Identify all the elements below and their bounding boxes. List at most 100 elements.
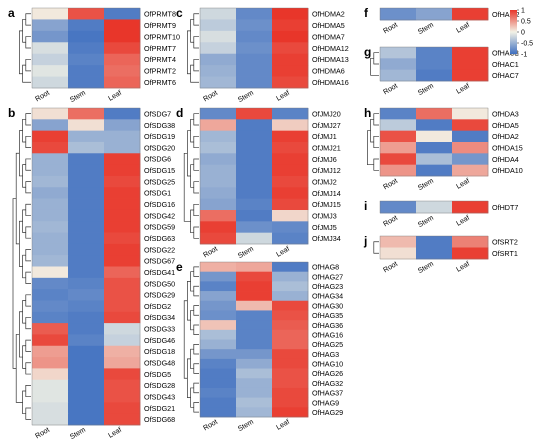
heatmap-cell (272, 53, 309, 66)
heatmap-cell (272, 210, 309, 222)
heatmap-cell (272, 349, 309, 360)
heatmap-cell (236, 397, 273, 408)
heatmap-cell (104, 141, 141, 154)
heatmap-cell (200, 164, 237, 177)
heatmap-cell (68, 300, 105, 313)
heatmap-cell (272, 407, 309, 418)
heatmap-cell (68, 30, 105, 43)
row-label: OfSDG20 (144, 143, 175, 152)
heatmap-cell (416, 130, 453, 143)
dendrogram-branch (190, 19, 194, 43)
panel-letter: h (364, 106, 371, 120)
column-label: Leaf (106, 88, 123, 103)
dendrogram-branch (15, 152, 20, 245)
column-label: Stem (416, 20, 435, 36)
heatmap-cell (32, 232, 69, 245)
heatmap-cell (416, 142, 453, 154)
row-label: OfHAG3 (312, 350, 339, 359)
heatmap-cell (380, 69, 417, 82)
heatmap-cell (200, 271, 237, 282)
heatmap-cell (200, 378, 237, 389)
heatmap-cell (236, 221, 273, 234)
heatmap-cell (416, 247, 453, 260)
column-label: Root (381, 213, 399, 228)
heatmap-cell (68, 266, 105, 279)
dendrogram-branch (183, 152, 191, 222)
panel-letter: d (176, 106, 183, 120)
row-label: OfHAG34 (312, 292, 343, 301)
heatmap-cell (236, 108, 273, 120)
dendrogram-branch (193, 13, 199, 26)
heatmap-cell (32, 391, 69, 403)
dendrogram-branch (190, 64, 199, 83)
heatmap-cell (452, 69, 489, 82)
heatmap-cell (452, 153, 489, 166)
dendrogram-branch (193, 382, 199, 394)
heatmap-cell (380, 164, 417, 177)
row-label: OfHDT7 (492, 203, 518, 212)
dendrogram-branch (193, 181, 199, 194)
heatmap-cell (32, 153, 69, 166)
column-label: Root (201, 417, 219, 432)
heatmap-cell (200, 387, 237, 399)
heatmap-cell (68, 164, 105, 177)
dendrogram-branch (25, 113, 31, 126)
row-label: OfHAG35 (312, 311, 343, 320)
heatmap-cell (380, 236, 417, 248)
heatmap-cell (272, 164, 309, 177)
heatmap-cell (452, 142, 489, 154)
heatmap-panel-e: e OfHAG8OfHAG27OfHAG23OfHAG34OfHAG30OfHAG… (176, 260, 343, 433)
heatmap-cell (236, 320, 273, 331)
row-label: OfHAG26 (312, 369, 343, 378)
heatmap-cell (200, 30, 237, 43)
row-label: OfHAG30 (312, 301, 343, 310)
column-label: Stem (416, 81, 435, 97)
row-label: OfSDG28 (144, 381, 175, 390)
dendrogram-branch (22, 164, 26, 188)
row-label: OfSDG41 (144, 268, 175, 277)
heatmap-cell (104, 255, 141, 267)
heatmap-cell (68, 130, 105, 143)
heatmap-cell (200, 358, 237, 369)
heatmap-cell (32, 368, 69, 381)
row-label: OfHAG9 (312, 398, 339, 407)
heatmap-border (379, 200, 489, 214)
heatmap-border (379, 7, 489, 21)
heatmap-cell (32, 289, 69, 301)
heatmap-cell (104, 53, 141, 66)
heatmap-cell (416, 119, 453, 132)
heatmap-border (199, 7, 309, 89)
dendrogram-branch (22, 118, 26, 143)
row-label: OfSRT2 (492, 238, 518, 247)
row-label: OfJMJ27 (312, 121, 341, 130)
heatmap-cell (200, 320, 237, 331)
column-label: Root (381, 81, 399, 96)
dendrogram-branch (193, 266, 199, 277)
heatmap-cell (104, 300, 141, 313)
heatmap-cell (416, 108, 453, 120)
row-label: OfHDA10 (492, 166, 523, 175)
row-label: OfPRMT8 (144, 10, 176, 19)
heatmap-cell (272, 142, 309, 154)
heatmap-cell (380, 201, 417, 214)
dendrogram-branch (183, 300, 188, 379)
heatmap-cell (32, 345, 69, 358)
heatmap-cell (380, 142, 417, 154)
heatmap-cell (272, 119, 309, 132)
row-label: OfHDA15 (492, 143, 523, 152)
row-label: OfHDA3 (492, 109, 519, 118)
heatmap-cell (380, 8, 417, 21)
row-label: OfHAG16 (312, 330, 343, 339)
heatmap-cell (380, 153, 417, 166)
heatmap-panel-g: g OfHAC2 OfHAC1 OfHAC7 Root Stem Leaf (364, 45, 519, 97)
row-label: OfHDA2 (492, 132, 519, 141)
heatmap-cell (272, 130, 309, 143)
heatmap-cell (32, 141, 69, 154)
heatmap-cell (200, 329, 237, 340)
heatmap-cell (32, 277, 69, 290)
heatmap-cell (32, 221, 69, 233)
dendrogram-branch (25, 226, 31, 239)
heatmap-cell (32, 19, 69, 32)
row-label: OfHDMA2 (312, 10, 345, 19)
heatmap-cell (236, 119, 273, 132)
